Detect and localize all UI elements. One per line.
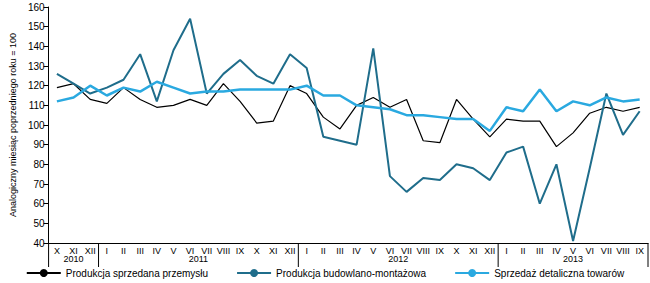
svg-text:VI: VI — [585, 246, 594, 256]
svg-text:VII: VII — [601, 246, 612, 256]
svg-text:VII: VII — [401, 246, 412, 256]
svg-text:XI: XI — [69, 246, 78, 256]
svg-text:2013: 2013 — [563, 254, 583, 264]
svg-text:Produkcja budowlano-montażowa: Produkcja budowlano-montażowa — [276, 268, 427, 279]
svg-text:50: 50 — [33, 218, 45, 229]
svg-text:I: I — [106, 246, 109, 256]
svg-text:VIII: VIII — [616, 246, 630, 256]
svg-text:2012: 2012 — [388, 254, 408, 264]
svg-text:I: I — [505, 246, 508, 256]
svg-text:Sprzedaż detaliczna towarów: Sprzedaż detaliczna towarów — [494, 268, 625, 279]
svg-text:2010: 2010 — [64, 254, 84, 264]
svg-text:IX: IX — [236, 246, 245, 256]
svg-text:II: II — [321, 246, 326, 256]
svg-text:VIII: VIII — [416, 246, 430, 256]
svg-text:IX: IX — [436, 246, 445, 256]
svg-text:100: 100 — [28, 120, 45, 131]
svg-text:III: III — [336, 246, 344, 256]
svg-text:XII: XII — [285, 246, 296, 256]
svg-text:V: V — [370, 246, 376, 256]
svg-text:IV: IV — [352, 246, 361, 256]
svg-text:VI: VI — [186, 246, 195, 256]
svg-text:90: 90 — [33, 139, 45, 150]
svg-text:IV: IV — [153, 246, 162, 256]
svg-text:II: II — [521, 246, 526, 256]
svg-text:XII: XII — [85, 246, 96, 256]
svg-text:VIII: VIII — [217, 246, 231, 256]
svg-text:X: X — [254, 246, 260, 256]
svg-text:III: III — [136, 246, 144, 256]
svg-text:X: X — [54, 246, 60, 256]
svg-text:2011: 2011 — [189, 254, 208, 264]
svg-text:70: 70 — [33, 179, 45, 190]
svg-text:II: II — [121, 246, 126, 256]
svg-text:XII: XII — [484, 246, 495, 256]
svg-text:130: 130 — [28, 61, 45, 72]
svg-text:VI: VI — [386, 246, 395, 256]
svg-text:IX: IX — [635, 246, 644, 256]
svg-text:V: V — [570, 246, 576, 256]
svg-text:V: V — [170, 246, 176, 256]
svg-text:X: X — [454, 246, 460, 256]
svg-text:Analogiczny miesiąc poprzednie: Analogiczny miesiąc poprzedniego roku = … — [8, 33, 18, 217]
svg-text:120: 120 — [28, 80, 45, 91]
svg-text:150: 150 — [28, 21, 45, 32]
svg-text:I: I — [305, 246, 308, 256]
svg-text:III: III — [536, 246, 544, 256]
svg-text:80: 80 — [33, 159, 45, 170]
svg-text:40: 40 — [33, 238, 45, 249]
svg-text:XI: XI — [269, 246, 278, 256]
svg-text:VII: VII — [201, 246, 212, 256]
svg-text:140: 140 — [28, 41, 45, 52]
svg-text:IV: IV — [552, 246, 561, 256]
svg-text:XI: XI — [469, 246, 478, 256]
svg-text:110: 110 — [29, 100, 45, 111]
svg-text:60: 60 — [33, 198, 45, 209]
svg-text:160: 160 — [28, 2, 45, 13]
svg-text:Produkcja sprzedana przemysłu: Produkcja sprzedana przemysłu — [66, 268, 208, 279]
